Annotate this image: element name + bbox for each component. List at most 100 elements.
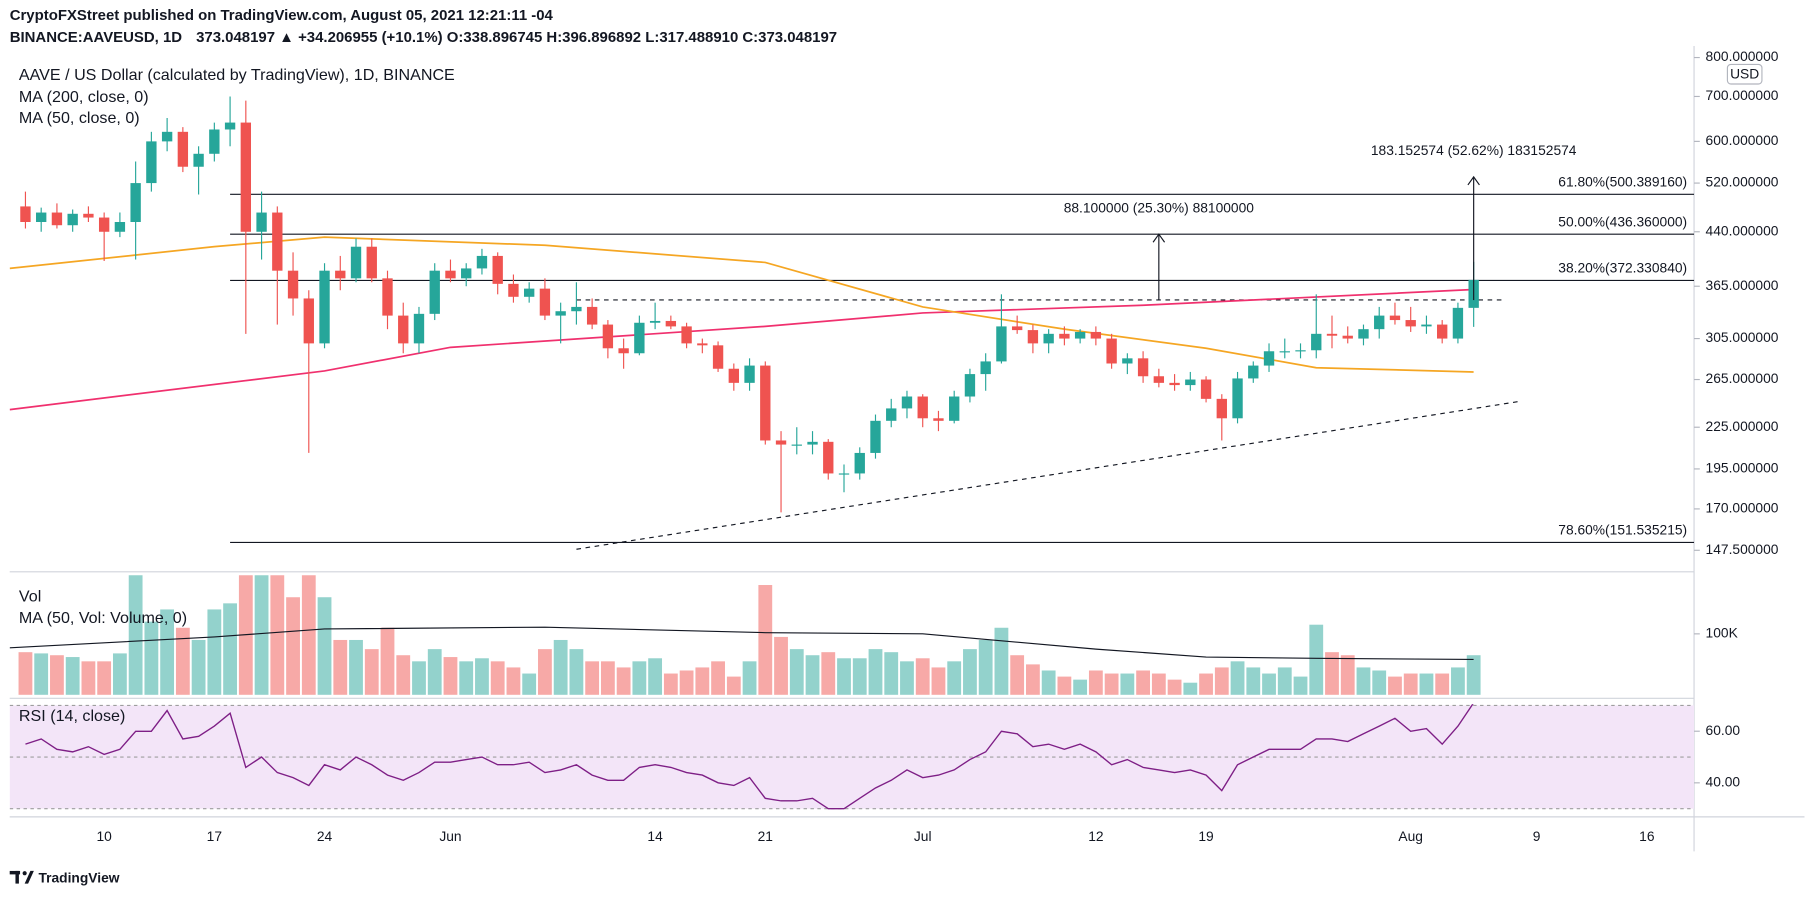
x-tick-label: 14 [647, 829, 663, 844]
candle-body [146, 141, 157, 184]
volume-bar [65, 657, 80, 695]
candle-body [618, 348, 629, 354]
volume-bar [695, 667, 710, 695]
volume-bar [742, 661, 757, 695]
candle-body [1311, 333, 1322, 351]
candle-body [161, 131, 173, 142]
y-tick-label: 800.000000 [1706, 49, 1779, 64]
candle-body [445, 270, 456, 279]
candle-body [193, 153, 204, 167]
candle-body [980, 361, 991, 375]
y-tick-label: 40.00 [1706, 774, 1741, 789]
candle-body [476, 255, 488, 269]
candle-body [1090, 331, 1102, 339]
volume-bar [333, 639, 348, 695]
volume-bar [522, 673, 537, 695]
fib-label: 78.60%(151.535215) [1558, 523, 1687, 538]
candle-body [98, 217, 110, 232]
fib-label: 38.20%(372.330840) [1558, 261, 1687, 276]
candle-body [1169, 382, 1180, 386]
volume-bar [994, 627, 1009, 695]
candle-body [870, 420, 881, 453]
candle-body [20, 206, 31, 222]
volume-bar [349, 639, 363, 695]
volume-bar [1151, 673, 1166, 695]
candle-body [996, 326, 1007, 362]
candle-body [1326, 333, 1338, 336]
candle-body [256, 212, 267, 232]
candle-body [1295, 350, 1306, 352]
candle-body [209, 129, 220, 154]
volume-bar [663, 673, 678, 695]
measure-label: 88.100000 (25.30%) 88100000 [1064, 201, 1255, 216]
quote: 373.048197 ▲ +34.206955 (+10.1%) O:338.8… [196, 29, 837, 46]
candle-body [744, 365, 755, 383]
candle-body [272, 212, 283, 271]
candle-body [83, 213, 94, 218]
volume-bar [97, 661, 112, 695]
volume-bar [443, 657, 458, 695]
volume-bar [569, 649, 584, 695]
volume-bar [1466, 655, 1481, 695]
volume-bar [317, 597, 332, 695]
measure-label: 183.152574 (52.62%) 183152574 [1371, 143, 1577, 158]
volume-bar [1372, 670, 1387, 695]
volume-bar [490, 661, 505, 695]
candle-body [319, 270, 330, 344]
volume-bar [1262, 673, 1276, 695]
y-tick-label: 195.000000 [1706, 461, 1779, 476]
candle-body [1200, 379, 1212, 399]
candle-body [461, 268, 472, 279]
y-tick-label: 170.000000 [1706, 501, 1779, 516]
x-tick-label: 17 [207, 829, 222, 844]
volume-bar [1026, 664, 1040, 695]
candle-body [1074, 331, 1086, 339]
candle-body [1358, 329, 1369, 339]
volume-bar [1340, 655, 1355, 695]
candle-body [555, 311, 566, 316]
candle-body [1405, 320, 1416, 327]
volume-bar [915, 658, 930, 695]
volume-bar [50, 655, 64, 695]
candle-body [949, 396, 960, 421]
volume-bar [900, 661, 914, 695]
candle-body [492, 255, 503, 284]
volume-bar [789, 649, 804, 695]
y-tick-label: 225.000000 [1706, 419, 1779, 434]
volume-bar [254, 575, 269, 695]
candle-body [1389, 315, 1401, 321]
candle-body [1043, 333, 1054, 344]
volume-bar [805, 655, 820, 695]
volume-bar [1293, 676, 1308, 695]
candle-body [67, 213, 78, 226]
candle-body [335, 270, 346, 279]
candle-body [1437, 324, 1448, 339]
volume-bar [475, 658, 489, 695]
candle-body [728, 368, 739, 383]
volume-bar [34, 653, 49, 695]
x-tick-label: Jun [439, 829, 461, 844]
candle-body [1153, 376, 1165, 383]
moving-average [9, 236, 1474, 373]
candle-body [36, 212, 47, 222]
candle-body [712, 345, 724, 369]
plot-layer [9, 96, 1695, 550]
candle-body [1279, 351, 1290, 353]
volume-bar [1199, 673, 1213, 695]
y-tick-label: 265.000000 [1706, 371, 1779, 386]
candle-body [1452, 307, 1464, 339]
candle-body [838, 473, 850, 475]
candle-body [114, 221, 126, 232]
y-tick-label: 60.00 [1706, 723, 1741, 738]
arrow-head [1467, 175, 1480, 186]
legend-entry: MA (200, close, 0) [19, 88, 149, 106]
candle-body [51, 212, 63, 226]
volume-bar [1435, 673, 1450, 695]
candle-body [429, 270, 440, 314]
x-tick-label: Jul [914, 829, 932, 844]
arrow-head [1152, 233, 1166, 243]
volume-bar [1088, 670, 1103, 695]
candle-body [130, 183, 141, 222]
volume-bar [963, 649, 977, 695]
